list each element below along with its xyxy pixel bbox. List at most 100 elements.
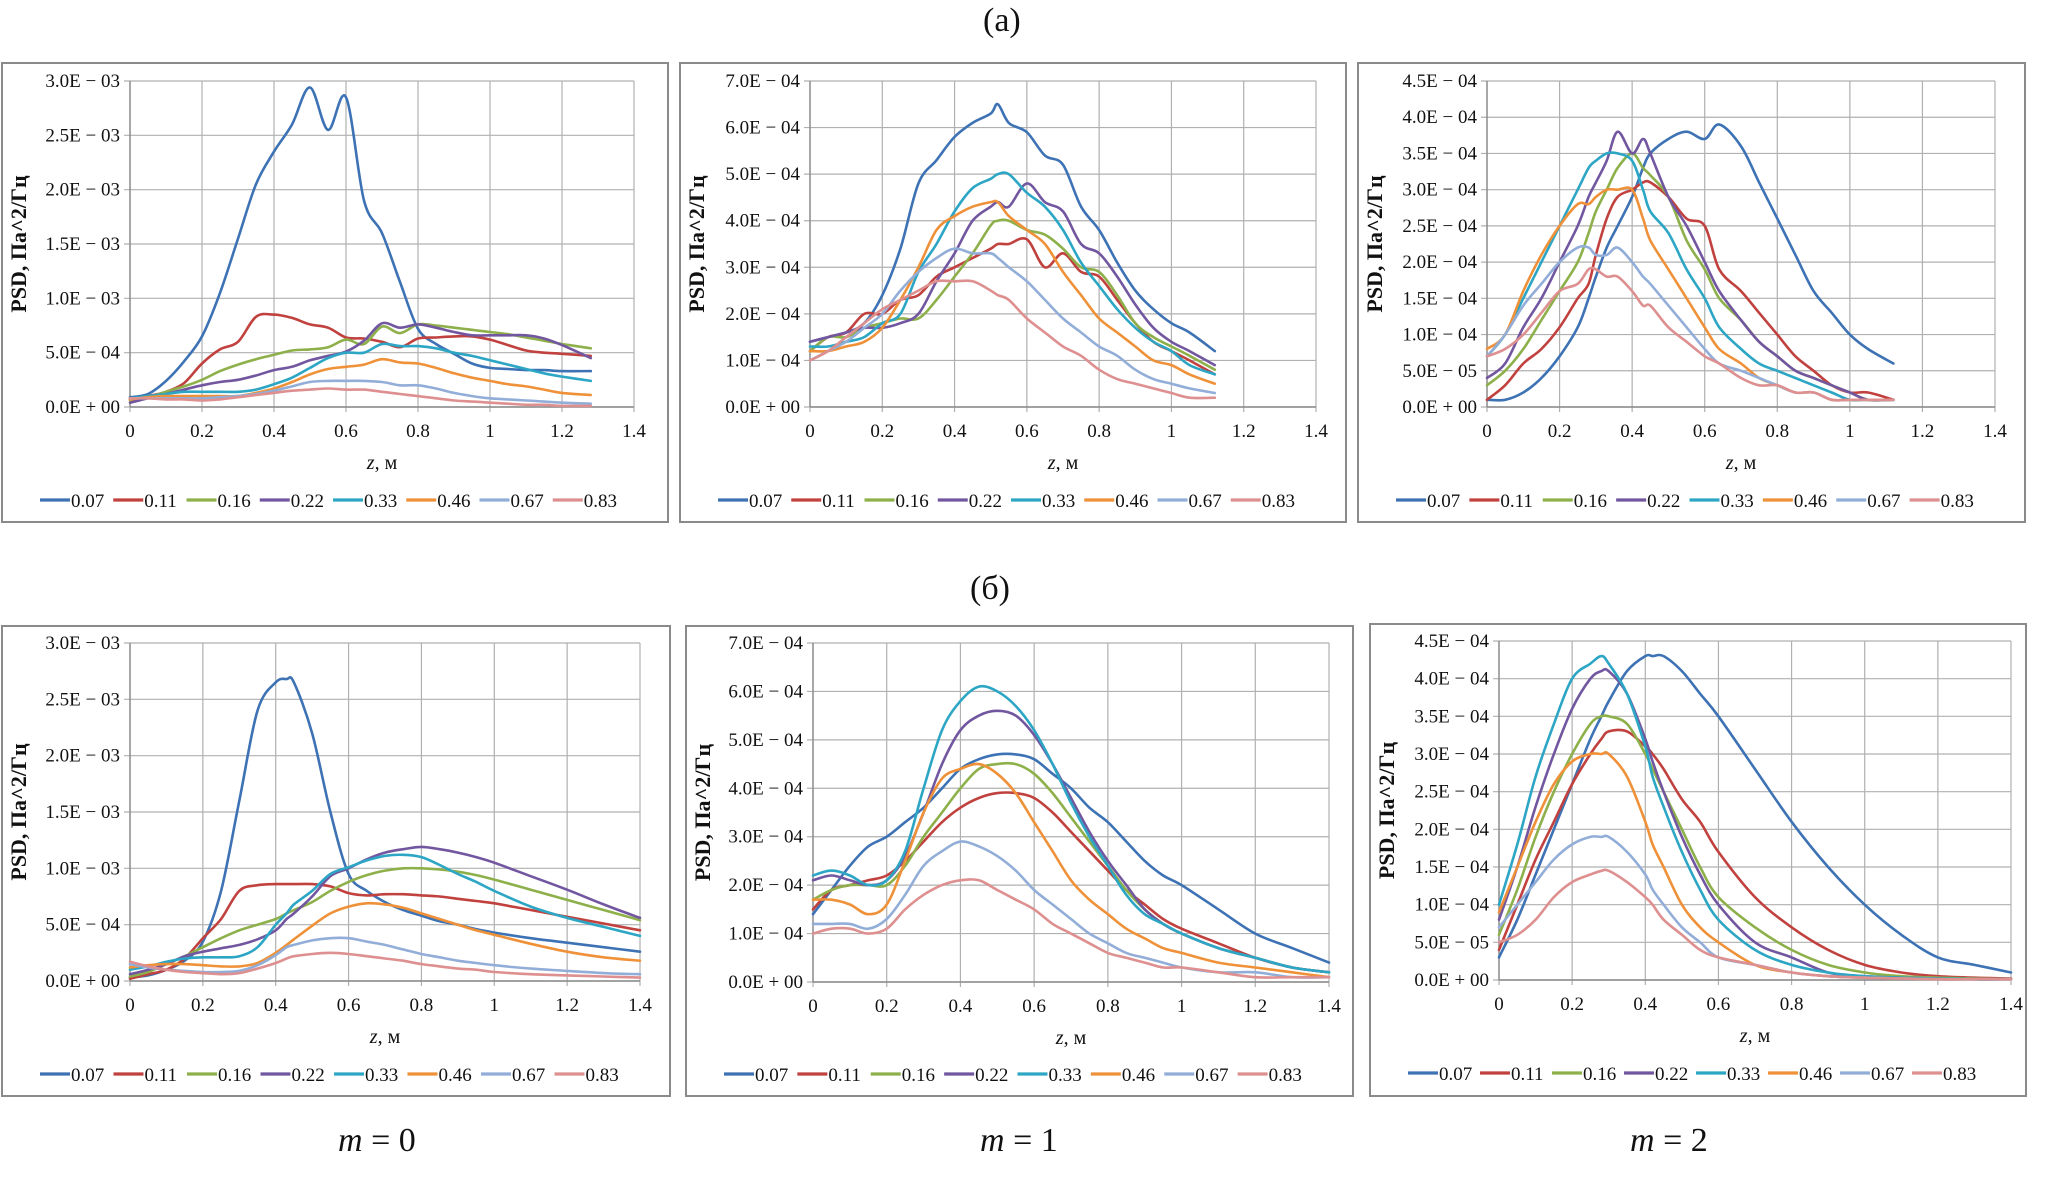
row-label-b: (б) [970, 570, 1010, 607]
legend-label: 0.07 [749, 491, 782, 512]
x-axis-title: z, м [1055, 1027, 1087, 1049]
chart-panel-b-m2: 0.0E + 00 5.0E − 05 1.0E − 04 1.5E − 04 2.0E… [1369, 623, 2027, 1097]
legend-item: 0.16 [187, 1065, 251, 1086]
legend-item: 0.11 [791, 491, 855, 512]
legend-item: 0.83 [552, 491, 617, 512]
legend-label: 0.11 [144, 491, 177, 512]
legend-label: 0.46 [1799, 1064, 1832, 1085]
legend-label: 0.67 [1189, 491, 1222, 512]
y-tick-label: 2.0E − 03 [45, 180, 120, 201]
x-tick-label: 1 [1167, 421, 1177, 442]
legend-label: 0.11 [1500, 491, 1533, 512]
legend-label: 0.46 [1794, 491, 1827, 512]
legend-label: 0.83 [1262, 491, 1295, 512]
legend-item: 0.33 [1696, 1064, 1760, 1085]
x-tick-label: 1 [1845, 421, 1855, 442]
legend-label: 0.16 [896, 491, 929, 512]
m-value: 2 [1690, 1122, 1708, 1159]
series-line-0.11 [1485, 179, 1895, 402]
x-tick-label: 0.2 [870, 421, 894, 442]
legend-item: 0.07 [724, 1065, 788, 1086]
x-tick-label: 0.2 [1548, 421, 1572, 442]
x-tick-label: 1.4 [1304, 421, 1328, 442]
legend-item: 0.46 [406, 491, 471, 512]
legend-label: 0.16 [1574, 491, 1607, 512]
legend-label: 0.22 [291, 491, 324, 512]
y-tick-label: 2.0E − 03 [45, 746, 120, 767]
legend-label: 0.22 [975, 1065, 1008, 1086]
series-line-0.16 [128, 866, 642, 978]
x-tick-label: 0.2 [190, 421, 214, 442]
x-tick-label: 1.2 [1926, 994, 1950, 1015]
legend-item: 0.22 [944, 1065, 1008, 1086]
chart-panel-a-m1: 0.0E + 00 1.0E − 04 2.0E − 04 3.0E − 04 4.0E… [679, 62, 1347, 523]
series-line-0.46 [808, 199, 1217, 385]
chart-frame [679, 62, 1347, 523]
column-label-m0: m = 0 [338, 1122, 416, 1160]
series-line-0.67 [808, 247, 1217, 395]
y-tick-label: 7.0E − 04 [728, 633, 803, 654]
legend-label: 0.11 [145, 1065, 178, 1086]
x-tick-label: 0.8 [1096, 996, 1120, 1017]
y-tick-label: 0.0E + 00 [45, 397, 120, 418]
y-tick-label: 5.0E − 04 [725, 164, 800, 185]
series-line-0.07 [128, 86, 593, 399]
chart-panel-b-m0: 0.0E + 00 5.0E − 04 1.0E − 03 1.5E − 03 2.0E… [1, 625, 671, 1097]
legend-label: 0.67 [511, 491, 544, 512]
chart-panel-b-m1: 0.0E + 00 1.0E − 04 2.0E − 04 3.0E − 04 4.0E… [685, 625, 1354, 1097]
x-tick-label: 1.4 [628, 995, 652, 1016]
y-tick-label: 0.0E + 00 [725, 397, 800, 418]
legend-item: 0.33 [334, 1065, 398, 1086]
legend-item: 0.33 [333, 491, 397, 512]
legend-item: 0.22 [1624, 1064, 1688, 1085]
x-tick-label: 0.2 [875, 996, 899, 1017]
series-line-0.11 [1497, 728, 2013, 980]
chart-panel-a-m2: 0.0E + 00 5.0E − 05 1.0E − 04 1.5E − 04 2.0E… [1357, 62, 2026, 523]
x-axis-var: z [1739, 1025, 1748, 1047]
chart-frame [685, 625, 1354, 1097]
legend-label: 0.07 [1427, 491, 1460, 512]
legend-item: 0.67 [481, 1065, 545, 1086]
legend-item: 0.67 [1157, 491, 1222, 512]
y-axis-title: PSD, Па^2/Гц [1374, 742, 1399, 880]
series-line-0.07 [808, 102, 1217, 353]
series-line-0.11 [128, 312, 593, 401]
y-tick-label: 2.5E − 03 [45, 689, 120, 710]
legend-label: 0.67 [1867, 491, 1900, 512]
x-tick-label: 0.6 [334, 421, 358, 442]
legend-item: 0.46 [1768, 1064, 1832, 1085]
legend-label: 0.83 [1943, 1064, 1976, 1085]
y-tick-label: 5.0E − 04 [45, 915, 120, 936]
series-line-0.33 [808, 171, 1217, 376]
legend-label: 0.33 [1727, 1064, 1760, 1085]
chart-frame [1357, 62, 2026, 523]
x-tick-label: 1.2 [1232, 421, 1256, 442]
legend-label: 0.83 [1269, 1065, 1302, 1086]
m-value: 1 [1040, 1122, 1058, 1159]
x-tick-label: 1.4 [1983, 421, 2007, 442]
series-line-0.07 [1485, 123, 1895, 402]
x-tick-label: 0.8 [1087, 421, 1111, 442]
x-tick-label: 0.4 [943, 421, 967, 442]
y-tick-label: 4.0E − 04 [725, 211, 800, 232]
legend-item: 0.16 [870, 1065, 935, 1086]
x-tick-label: 0.4 [1633, 994, 1657, 1015]
x-axis-var: z [1055, 1027, 1064, 1049]
y-tick-label: 6.0E − 04 [725, 118, 800, 139]
legend-item: 0.07 [40, 1065, 104, 1086]
legend-item: 0.22 [937, 491, 1002, 512]
legend-label: 0.33 [364, 491, 397, 512]
legend-item: 0.83 [1230, 491, 1295, 512]
x-tick-label: 1.4 [622, 421, 646, 442]
x-tick-label: 0 [808, 996, 818, 1017]
legend-item: 0.67 [1836, 491, 1901, 512]
y-tick-label: 1.5E − 03 [45, 234, 120, 255]
legend-item: 0.83 [1912, 1064, 1976, 1085]
y-tick-label: 3.0E − 03 [45, 633, 120, 654]
series-line-0.33 [811, 684, 1331, 974]
legend-label: 0.33 [365, 1065, 398, 1086]
x-tick-label: 1.2 [1243, 996, 1267, 1017]
legend-label: 0.22 [1655, 1064, 1688, 1085]
legend-label: 0.07 [71, 1065, 104, 1086]
